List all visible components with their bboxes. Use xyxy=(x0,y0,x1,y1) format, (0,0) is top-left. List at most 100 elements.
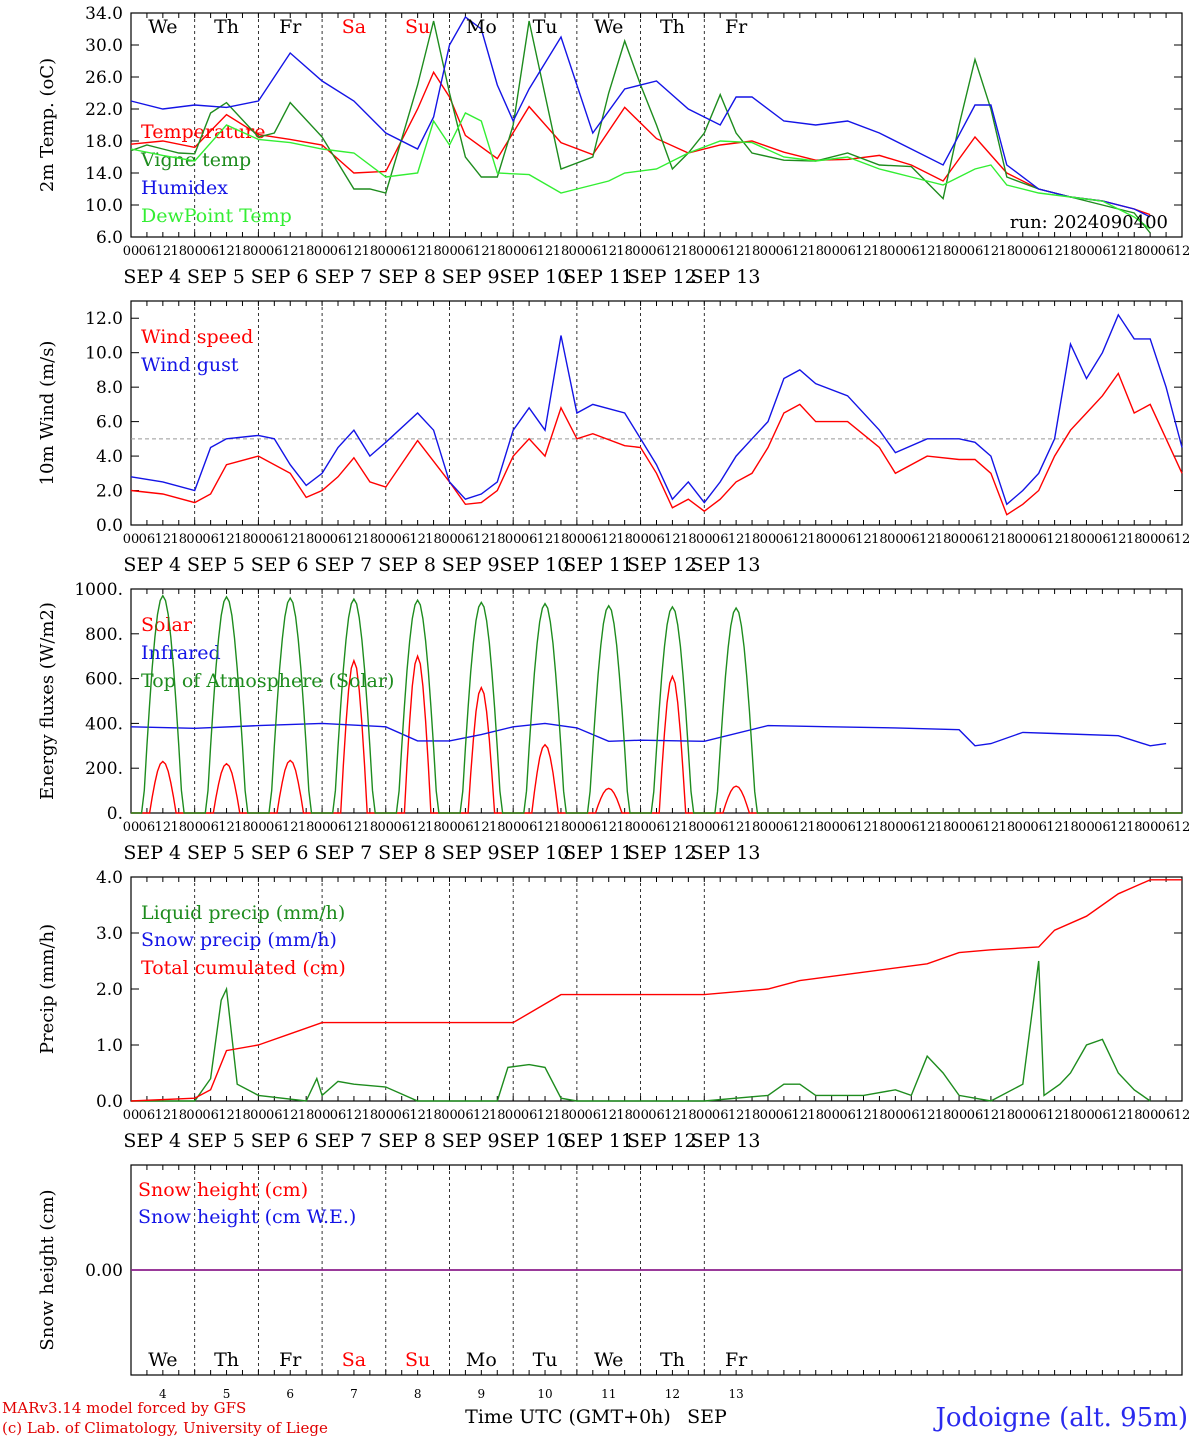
hour-tick-label: 00 xyxy=(441,1108,458,1123)
hour-tick-label: 18 xyxy=(298,820,315,835)
hour-tick-label: 12 xyxy=(282,1108,299,1123)
hour-tick-label: 00 xyxy=(505,532,522,547)
hour-tick-label: 12 xyxy=(346,1108,363,1123)
hour-tick-label: 06 xyxy=(1030,244,1047,259)
hour-tick-label: 06 xyxy=(839,532,856,547)
hour-tick-label: 18 xyxy=(298,1108,315,1123)
hour-tick-label: 06 xyxy=(1158,244,1175,259)
hour-tick-label: 06 xyxy=(1094,820,1111,835)
hour-tick-label: 00 xyxy=(887,1108,904,1123)
hour-tick-label: 00 xyxy=(441,820,458,835)
hour-tick-label: 06 xyxy=(266,532,283,547)
hour-tick-label: 00 xyxy=(314,1108,331,1123)
hour-tick-label: 00 xyxy=(123,532,140,547)
hour-tick-label: 06 xyxy=(839,244,856,259)
hour-tick-label: 06 xyxy=(712,1108,729,1123)
hour-tick-label: 12 xyxy=(983,244,1000,259)
hour-tick-label: 18 xyxy=(489,820,506,835)
hour-tick-label: 18 xyxy=(616,532,633,547)
hour-tick-label: 06 xyxy=(648,820,665,835)
legend-entry: Snow height (cm) xyxy=(138,1179,308,1201)
hour-tick-label: 00 xyxy=(186,1108,203,1123)
hour-tick-label: 00 xyxy=(760,820,777,835)
hour-tick-label: 12 xyxy=(346,820,363,835)
y-tick-label: 0.00 xyxy=(85,1261,123,1281)
hour-tick-label: 06 xyxy=(457,820,474,835)
hour-tick-label: 18 xyxy=(362,532,379,547)
hour-tick-label: 00 xyxy=(632,532,649,547)
hour-tick-label: 00 xyxy=(696,820,713,835)
hour-tick-label: 12 xyxy=(409,244,426,259)
hour-tick-label: 18 xyxy=(298,244,315,259)
hour-tick-label: 00 xyxy=(1142,1108,1159,1123)
hour-tick-label: 00 xyxy=(951,244,968,259)
weekday-label: We xyxy=(148,1349,177,1371)
y-tick-label: 0.0 xyxy=(96,1092,123,1112)
weekday-label: Tu xyxy=(533,1349,558,1371)
date-label: SEP 9 xyxy=(442,554,500,576)
y-tick-label: 800. xyxy=(85,625,123,645)
hour-tick-label: 00 xyxy=(823,820,840,835)
legend-entry: Snow precip (mm/h) xyxy=(141,929,337,951)
day-number-label: 9 xyxy=(478,1387,486,1401)
hour-tick-label: 00 xyxy=(186,244,203,259)
legend-entry: Total cumulated (cm) xyxy=(141,957,346,979)
panel-2: 0.0 2.0 4.0 6.0 8.0 10.0 12.0 10m Wind (m/s) Win… xyxy=(37,300,1190,576)
legend-entry: Humidex xyxy=(141,177,228,199)
hour-tick-label: 18 xyxy=(425,244,442,259)
hour-tick-label: 06 xyxy=(1094,532,1111,547)
date-label: SEP 4 xyxy=(123,1130,181,1152)
hour-tick-label: 12 xyxy=(919,1108,936,1123)
hour-tick-label: 18 xyxy=(489,1108,506,1123)
hour-tick-label: 12 xyxy=(537,244,554,259)
hour-tick-label: 12 xyxy=(983,532,1000,547)
series-line xyxy=(130,879,1182,1102)
hour-tick-label: 06 xyxy=(776,532,793,547)
series-line xyxy=(130,313,1183,506)
date-label: SEP 13 xyxy=(691,554,761,576)
hour-tick-label: 18 xyxy=(1126,820,1143,835)
date-label: SEP 13 xyxy=(691,266,761,288)
hour-tick-label: 18 xyxy=(1062,532,1079,547)
hour-tick-label: 06 xyxy=(585,1108,602,1123)
hour-tick-label: 12 xyxy=(1174,244,1191,259)
hour-tick-label: 06 xyxy=(139,1108,156,1123)
hour-tick-label: 12 xyxy=(346,532,363,547)
hour-tick-label: 18 xyxy=(744,1108,761,1123)
y-tick-label: 30.0 xyxy=(85,36,123,56)
weekday-label: Fr xyxy=(279,16,302,38)
series-line xyxy=(130,20,1151,234)
hour-tick-label: 18 xyxy=(234,1108,251,1123)
legend-entry: DewPoint Temp xyxy=(141,205,292,227)
hour-tick-label: 12 xyxy=(792,532,809,547)
weekday-label: Mo xyxy=(466,16,497,38)
run-annotation: run: 2024090400 xyxy=(1010,212,1168,233)
hour-tick-label: 12 xyxy=(537,532,554,547)
day-number-label: 7 xyxy=(350,1387,358,1401)
hour-tick-label: 00 xyxy=(1078,532,1095,547)
hour-tick-label: 00 xyxy=(1142,532,1159,547)
hour-tick-label: 12 xyxy=(855,532,872,547)
hour-tick-label: 12 xyxy=(218,820,235,835)
hour-tick-label: 18 xyxy=(935,1108,952,1123)
hour-tick-label: 00 xyxy=(823,244,840,259)
hour-tick-label: 00 xyxy=(760,1108,777,1123)
hour-tick-label: 12 xyxy=(1046,244,1063,259)
panel-5: 0.00 Snow height (cm) Snow height (cm) Snow… xyxy=(37,1164,1183,1428)
hour-tick-label: 00 xyxy=(569,820,586,835)
weekday-label: Th xyxy=(214,16,239,38)
hour-tick-label: 18 xyxy=(680,820,697,835)
date-label: SEP 9 xyxy=(442,1130,500,1152)
date-label: SEP 11 xyxy=(563,1130,633,1152)
hour-tick-label: 12 xyxy=(155,1108,172,1123)
legend-entry: Snow height (cm W.E.) xyxy=(138,1206,356,1228)
hour-tick-label: 00 xyxy=(569,244,586,259)
legend-entry: Top of Atmosphere (Solar) xyxy=(141,670,394,692)
hour-tick-label: 12 xyxy=(1110,244,1127,259)
station-name: Jodoigne (alt. 95m) xyxy=(935,1403,1188,1433)
hour-tick-label: 06 xyxy=(393,1108,410,1123)
hour-tick-label: 00 xyxy=(123,820,140,835)
hour-tick-label: 18 xyxy=(553,820,570,835)
y-tick-label: 1.0 xyxy=(96,1036,123,1056)
hour-tick-label: 00 xyxy=(1014,1108,1031,1123)
